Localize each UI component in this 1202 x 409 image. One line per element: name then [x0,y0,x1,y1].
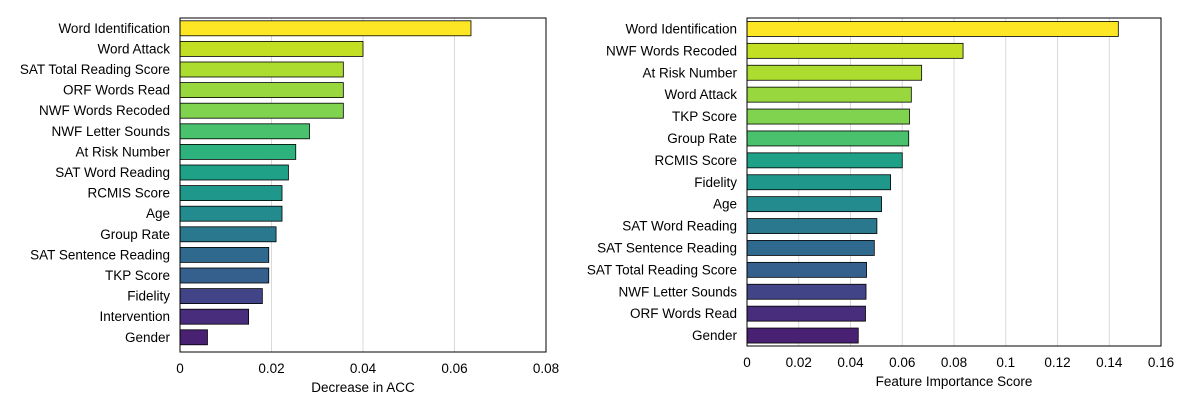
bar [179,123,310,140]
x-axis-title: Decrease in ACC [311,380,415,395]
bar [179,246,270,263]
x-tick-label: 0.02 [258,361,284,376]
category-label: TKP Score [672,109,737,124]
category-label: SAT Word Reading [55,165,170,180]
bar [179,61,344,78]
bar [179,226,277,243]
category-label: At Risk Number [642,65,737,80]
bar [746,218,878,234]
category-label: ORF Words Read [630,306,737,321]
bar [746,240,875,256]
x-tick-label: 0.02 [786,355,812,370]
x-tick-label: 0.12 [1044,355,1070,370]
category-label: SAT Sentence Reading [30,247,170,262]
x-tick-label: 0.08 [533,361,559,376]
x-tick-label: 0.14 [1096,355,1123,370]
bar [179,41,364,57]
x-tick-label: 0.06 [441,361,467,376]
category-label: NWF Letter Sounds [618,284,737,299]
bar [746,130,910,147]
bar [746,21,1119,37]
x-tick-label: 0.04 [837,355,864,370]
bar [746,261,867,278]
x-tick-label: 0 [743,355,751,370]
x-tick-label: 0 [176,361,184,376]
x-tick-label: 0.16 [1148,355,1174,370]
category-label: At Risk Number [75,144,170,159]
bar [179,267,270,284]
category-label: SAT Word Reading [622,219,737,234]
category-label: Word Identification [58,21,170,36]
x-axis-title: Feature Importance Score [876,374,1033,389]
category-label: NWF Words Recoded [606,43,737,58]
feature-importance-chart: Word Identification NWF Words Recoded At R… [587,17,1174,389]
category-label: Gender [692,328,738,343]
category-label: Word Attack [97,41,170,56]
category-label: Word Attack [664,87,737,102]
bar [179,308,250,325]
bar [746,174,892,191]
category-label: Group Rate [667,131,737,146]
category-label: Word Identification [625,21,737,36]
category-label: SAT Total Reading Score [20,62,170,77]
category-label: SAT Sentence Reading [597,240,737,255]
bar [746,196,882,213]
category-label: RCMIS Score [87,186,170,201]
category-label: RCMIS Score [654,153,737,168]
category-label: Age [146,206,170,221]
category-label: Intervention [99,309,170,324]
x-tick-label: 0.1 [996,355,1015,370]
bar [179,143,297,160]
bar [179,164,289,181]
category-label: Group Rate [100,227,170,242]
bar [179,185,283,202]
category-label: NWF Words Recoded [39,103,170,118]
bar [746,86,912,103]
x-tick-label: 0.04 [350,361,377,376]
category-label: Gender [125,330,171,345]
bar [179,288,263,305]
plot-frame [746,17,1162,347]
category-label: Fidelity [694,175,737,190]
bar [746,283,867,300]
category-label: SAT Total Reading Score [587,262,737,277]
bar [746,64,923,81]
plot-frame [179,17,547,353]
bar [179,20,472,37]
bar [746,327,859,344]
decrease-in-acc-chart: Word Identification Word Attack SAT Total … [20,17,559,395]
bar [179,82,344,98]
bar [746,108,910,125]
category-label: ORF Words Read [63,83,170,98]
category-label: NWF Letter Sounds [51,124,170,139]
bar [746,152,903,169]
category-label: Fidelity [127,289,170,304]
bar [746,305,866,322]
bar [179,329,208,346]
x-tick-label: 0.08 [941,355,967,370]
bar [179,205,283,222]
category-label: TKP Score [105,268,170,283]
bar [746,42,964,59]
category-label: Age [713,197,737,212]
x-tick-label: 0.06 [889,355,915,370]
bar [179,102,344,119]
